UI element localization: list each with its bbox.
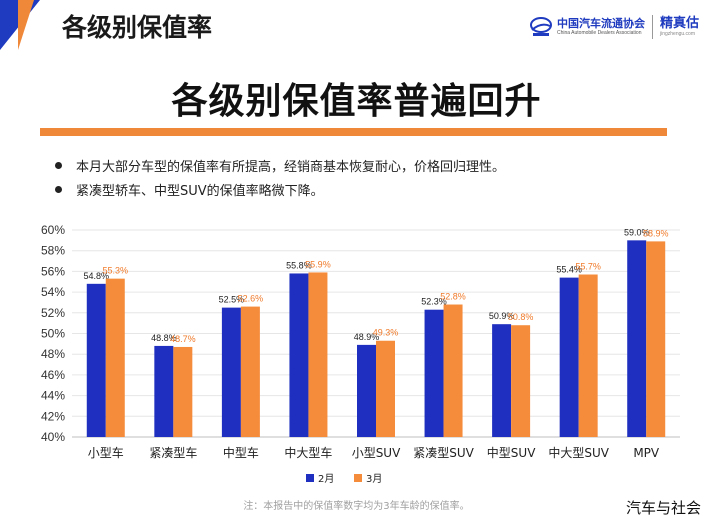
bar bbox=[627, 240, 647, 437]
main-title: 各级别保值率普遍回升 bbox=[171, 81, 542, 122]
data-label: 48.8% bbox=[151, 333, 177, 343]
data-label: 50.9% bbox=[489, 311, 515, 321]
category-label: 中大型SUV bbox=[548, 445, 609, 460]
y-tick-label: 54% bbox=[41, 285, 65, 299]
bar bbox=[357, 344, 376, 437]
bar bbox=[154, 345, 174, 437]
bullet-item: 紧凑型轿车、中型SUV的保值率略微下降。 bbox=[55, 177, 505, 201]
category-label: 紧凑型SUV bbox=[413, 446, 474, 460]
bar bbox=[289, 273, 309, 437]
bar bbox=[492, 324, 512, 437]
category-label: 小型车 bbox=[88, 445, 124, 460]
category-label: 紧凑型车 bbox=[149, 445, 197, 460]
bar bbox=[646, 241, 666, 437]
bar bbox=[559, 277, 579, 437]
bar bbox=[86, 283, 106, 437]
data-label: 58.9% bbox=[643, 228, 669, 238]
association-name: 中国汽车流通协会 bbox=[556, 16, 645, 30]
y-tick-label: 52% bbox=[41, 306, 65, 320]
bar bbox=[443, 304, 463, 437]
bar bbox=[511, 325, 531, 437]
footnote: 注：本报告中的保值率数字均为3年车龄的保值率。 bbox=[243, 501, 470, 512]
y-tick-label: 50% bbox=[41, 327, 65, 341]
title-underline bbox=[40, 128, 667, 136]
y-tick-label: 40% bbox=[41, 430, 65, 444]
y-tick-label: 48% bbox=[41, 347, 65, 361]
bar bbox=[173, 346, 193, 437]
y-tick-label: 46% bbox=[41, 368, 65, 382]
bar bbox=[376, 340, 395, 437]
data-label: 55.8% bbox=[286, 260, 312, 270]
bar bbox=[578, 274, 598, 437]
bullet-text: 本月大部分车型的保值率有所提高，经销商基本恢复耐心，价格回归理性。 bbox=[76, 159, 506, 175]
legend-swatch bbox=[306, 474, 314, 482]
data-label: 59.0% bbox=[624, 227, 650, 237]
data-label: 52.6% bbox=[238, 294, 264, 304]
bar bbox=[308, 272, 328, 437]
bar-chart: 40%42%44%46%48%50%52%54%56%58%60%54.8%55… bbox=[41, 223, 680, 485]
legend-label: 3月 bbox=[366, 473, 382, 485]
bullet-list: 本月大部分车型的保值率有所提高，经销商基本恢复耐心，价格回归理性。 紧凑型轿车、… bbox=[55, 153, 505, 201]
bar bbox=[424, 309, 444, 437]
brand-name: 精真估 bbox=[659, 15, 699, 31]
data-label: 48.7% bbox=[170, 334, 196, 344]
legend-label: 2月 bbox=[318, 473, 334, 485]
bullet-text: 紧凑型轿车、中型SUV的保值率略微下降。 bbox=[76, 183, 324, 199]
category-label: MPV bbox=[633, 446, 660, 460]
association-logo-icon bbox=[529, 16, 553, 38]
bullet-dot-icon bbox=[55, 161, 62, 169]
data-label: 49.3% bbox=[373, 328, 399, 338]
data-label: 55.9% bbox=[305, 259, 331, 269]
y-tick-label: 56% bbox=[41, 264, 65, 278]
corner-accent bbox=[18, 0, 34, 50]
data-label: 52.3% bbox=[421, 297, 447, 307]
data-label: 54.8% bbox=[84, 271, 110, 281]
header-title: 各级别保值率 bbox=[62, 13, 213, 42]
bar bbox=[240, 306, 260, 437]
data-label: 52.5% bbox=[219, 295, 245, 305]
data-label: 52.8% bbox=[440, 292, 466, 302]
data-label: 55.4% bbox=[556, 265, 582, 275]
category-label: 中型车 bbox=[223, 445, 259, 460]
category-label: 中型SUV bbox=[487, 445, 536, 460]
data-label: 55.3% bbox=[103, 266, 129, 276]
logo-divider bbox=[651, 15, 653, 39]
y-tick-label: 42% bbox=[41, 409, 65, 423]
data-label: 55.7% bbox=[575, 262, 601, 272]
bar bbox=[105, 278, 125, 437]
bullet-item: 本月大部分车型的保值率有所提高，经销商基本恢复耐心，价格回归理性。 bbox=[55, 153, 505, 177]
category-label: 小型SUV bbox=[352, 446, 401, 460]
y-tick-label: 60% bbox=[41, 223, 65, 237]
association-subname: China Automobile Dealers Association bbox=[556, 29, 642, 36]
watermark: 汽车与社会 bbox=[625, 499, 701, 517]
category-label: 中大型车 bbox=[284, 445, 332, 460]
bullet-dot-icon bbox=[55, 185, 62, 193]
brand-url: jingzhengu.com bbox=[659, 30, 696, 37]
bar bbox=[221, 307, 241, 437]
logo-area: 中国汽车流通协会 China Automobile Dealers Associ… bbox=[529, 12, 699, 42]
y-tick-label: 44% bbox=[41, 389, 65, 403]
top-bar bbox=[0, 0, 713, 50]
legend-swatch bbox=[354, 474, 362, 482]
data-label: 48.9% bbox=[354, 332, 380, 342]
data-label: 50.8% bbox=[508, 312, 534, 322]
y-tick-label: 58% bbox=[41, 244, 65, 258]
